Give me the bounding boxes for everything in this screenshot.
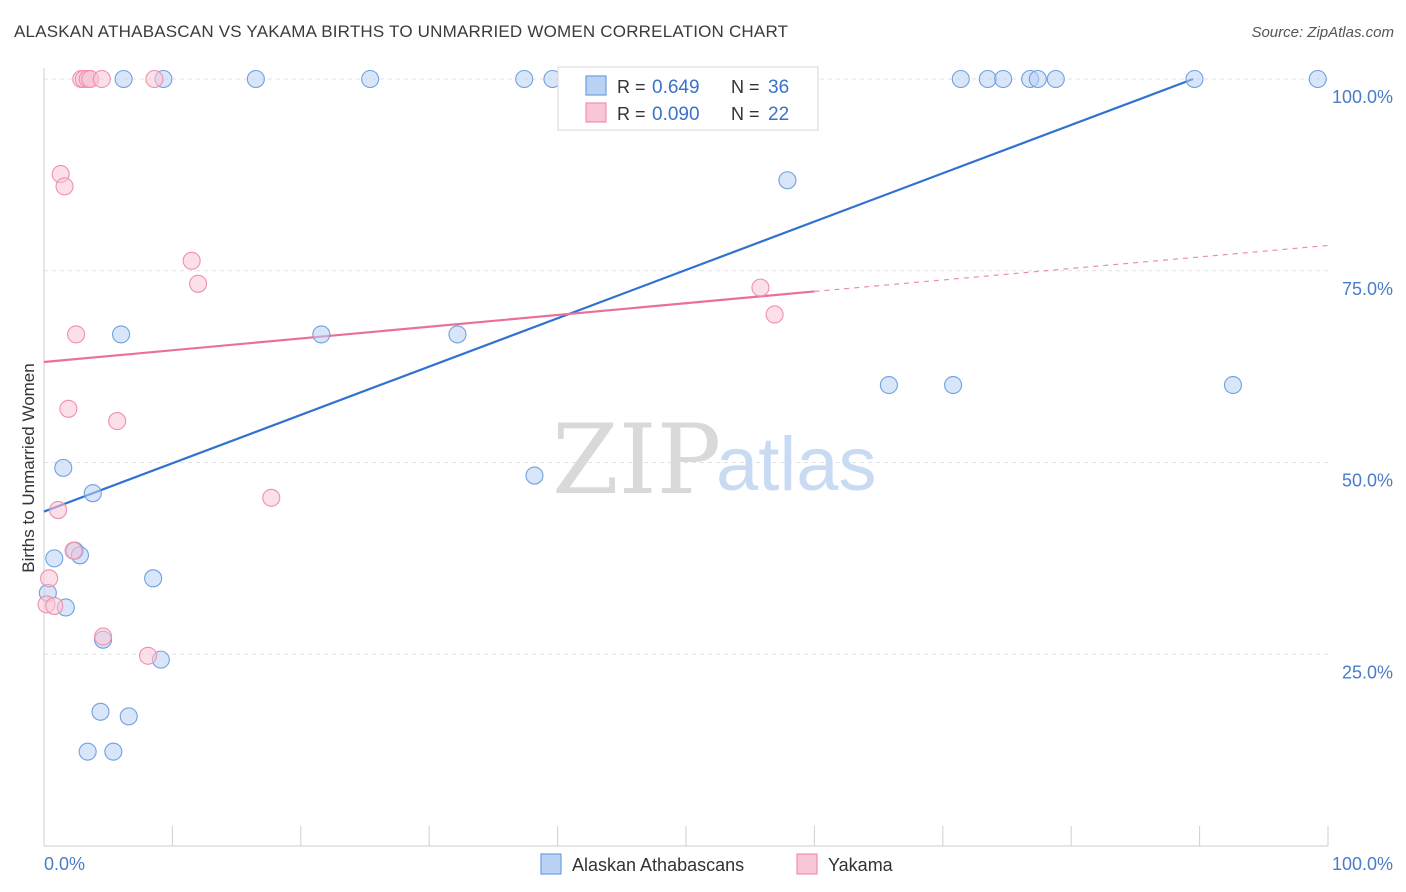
- watermark-atlas: atlas: [716, 422, 877, 507]
- point-athabascan: [312, 325, 331, 344]
- y-tick-label: 50.0%: [1342, 471, 1393, 491]
- point-athabascan: [144, 569, 163, 588]
- point-athabascan: [54, 458, 73, 477]
- y-tick-label: 100.0%: [1332, 87, 1393, 107]
- point-athabascan: [525, 466, 544, 485]
- point-athabascan: [1308, 69, 1327, 89]
- bottom-legend: Alaskan Athabascans Yakama: [540, 853, 894, 875]
- stats-r-value-yakama: 0.090: [652, 104, 700, 125]
- stats-n-label-yakama: N =: [731, 104, 760, 124]
- point-yakama: [138, 646, 158, 665]
- legend-label-athabascan: Alaskan Athabascans: [572, 855, 744, 875]
- point-athabascan: [104, 742, 123, 761]
- point-athabascan: [879, 375, 898, 395]
- point-yakama: [145, 69, 164, 89]
- point-yakama: [92, 69, 111, 89]
- point-yakama: [45, 596, 64, 615]
- x-tick-label-min: 0.0%: [44, 854, 85, 874]
- y-tick-label: 25.0%: [1342, 662, 1393, 682]
- trendline: [43, 77, 1194, 513]
- chart-title: ALASKAN ATHABASCAN VS YAKAMA BIRTHS TO U…: [14, 22, 789, 41]
- point-athabascan: [448, 325, 467, 344]
- stats-n-value-yakama: 22: [768, 104, 789, 125]
- x-tick-label-max: 100.0%: [1332, 854, 1393, 874]
- point-athabascan: [83, 484, 102, 503]
- point-yakama: [182, 251, 201, 270]
- point-athabascan: [515, 69, 534, 89]
- stats-legend-swatch-yakama: [585, 102, 607, 123]
- point-yakama: [64, 541, 83, 560]
- data-points: [37, 69, 1327, 761]
- point-athabascan: [119, 707, 138, 726]
- point-athabascan: [1028, 69, 1047, 89]
- trendline-extension: [814, 244, 1329, 293]
- point-athabascan: [91, 702, 110, 721]
- point-yakama: [55, 177, 74, 196]
- point-athabascan: [78, 742, 97, 761]
- trendlines: [43, 77, 1329, 513]
- point-athabascan: [994, 69, 1013, 89]
- point-athabascan: [944, 375, 963, 395]
- point-athabascan: [111, 325, 131, 344]
- point-yakama: [59, 399, 78, 418]
- source-note: Source: ZipAtlas.com: [1251, 24, 1394, 41]
- point-yakama: [751, 278, 770, 297]
- point-athabascan: [978, 69, 997, 89]
- watermark-zip: ZIP: [552, 404, 721, 516]
- point-athabascan: [45, 549, 64, 568]
- legend-label-yakama: Yakama: [828, 855, 894, 875]
- watermark: ZIP atlas: [552, 404, 877, 516]
- stats-r-label-athabascan: R =: [617, 77, 646, 97]
- point-yakama: [40, 569, 59, 588]
- trendline: [43, 290, 815, 364]
- point-yakama: [189, 274, 208, 293]
- legend-swatch-yakama: [796, 853, 818, 875]
- stats-n-label-athabascan: N =: [731, 77, 760, 97]
- y-tick-label: 75.0%: [1342, 279, 1393, 299]
- stats-n-value-athabascan: 36: [768, 77, 789, 98]
- point-yakama: [108, 412, 127, 431]
- point-athabascan: [1223, 375, 1243, 395]
- gridlines: [44, 78, 1328, 655]
- point-athabascan: [1046, 69, 1065, 89]
- stats-legend-swatch-athabascan: [585, 75, 607, 96]
- point-yakama: [765, 305, 784, 324]
- point-athabascan: [951, 69, 970, 89]
- point-athabascan: [778, 171, 797, 190]
- axes: [43, 68, 1329, 847]
- point-athabascan: [361, 69, 380, 89]
- tick-labels: 100.0% 75.0% 50.0% 25.0% 0.0% 100.0%: [44, 87, 1393, 874]
- stats-r-label-yakama: R =: [617, 104, 646, 124]
- stats-legend: R = 0.649 N = 36 R = 0.090 N = 22: [557, 66, 819, 131]
- y-axis-label: Births to Unmarried Women: [19, 363, 38, 572]
- point-yakama: [49, 501, 68, 520]
- point-yakama: [67, 325, 86, 344]
- point-athabascan: [1185, 69, 1204, 89]
- point-athabascan: [246, 69, 265, 89]
- legend-swatch-athabascan: [540, 853, 562, 875]
- point-yakama: [262, 488, 281, 507]
- stats-r-value-athabascan: 0.649: [652, 77, 700, 98]
- point-yakama: [94, 627, 113, 646]
- point-athabascan: [114, 69, 133, 89]
